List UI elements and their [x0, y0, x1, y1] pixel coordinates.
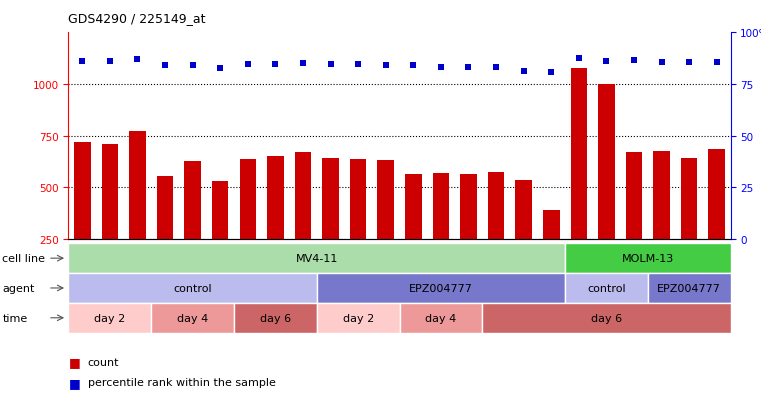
Bar: [681, 159, 697, 240]
Bar: [460, 174, 476, 240]
Point: [297, 61, 309, 67]
Point: [324, 62, 336, 68]
Text: day 6: day 6: [591, 313, 622, 323]
Text: percentile rank within the sample: percentile rank within the sample: [88, 377, 275, 387]
Bar: [708, 150, 725, 240]
Bar: [129, 132, 145, 240]
Point: [186, 63, 199, 69]
Bar: [377, 161, 394, 240]
Bar: [350, 160, 366, 240]
Point: [628, 57, 640, 64]
Bar: [184, 162, 201, 240]
Point: [407, 63, 419, 69]
Point: [517, 69, 530, 76]
Point: [545, 70, 557, 76]
Point: [103, 59, 116, 65]
Point: [490, 65, 502, 71]
Bar: [488, 173, 505, 240]
Bar: [267, 157, 284, 240]
Point: [683, 59, 696, 66]
Text: EPZ004777: EPZ004777: [658, 283, 721, 293]
Point: [214, 66, 226, 73]
Bar: [240, 160, 256, 240]
Bar: [432, 173, 449, 240]
Text: count: count: [88, 357, 119, 367]
Bar: [212, 182, 228, 240]
Point: [711, 59, 723, 66]
Bar: [101, 145, 118, 240]
Text: time: time: [2, 313, 27, 323]
Point: [242, 62, 254, 68]
Bar: [598, 85, 615, 240]
Point: [132, 57, 144, 63]
Text: day 4: day 4: [177, 313, 209, 323]
Point: [380, 63, 392, 69]
Point: [655, 59, 667, 66]
Point: [463, 65, 475, 71]
Text: EPZ004777: EPZ004777: [409, 283, 473, 293]
Bar: [653, 152, 670, 240]
Text: cell line: cell line: [2, 254, 46, 263]
Point: [600, 59, 613, 65]
Bar: [322, 159, 339, 240]
Bar: [74, 142, 91, 240]
Text: day 2: day 2: [94, 313, 126, 323]
Point: [352, 62, 365, 68]
Bar: [626, 153, 642, 240]
Bar: [405, 174, 422, 240]
Bar: [295, 153, 311, 240]
Text: MOLM-13: MOLM-13: [622, 254, 674, 263]
Text: GDS4290 / 225149_at: GDS4290 / 225149_at: [68, 12, 206, 25]
Point: [76, 59, 88, 65]
Text: ■: ■: [68, 355, 80, 368]
Text: day 4: day 4: [425, 313, 457, 323]
Bar: [515, 181, 532, 240]
Text: control: control: [587, 283, 626, 293]
Text: agent: agent: [2, 283, 35, 293]
Bar: [157, 177, 174, 240]
Text: day 6: day 6: [260, 313, 291, 323]
Bar: [571, 69, 587, 240]
Text: MV4-11: MV4-11: [295, 254, 338, 263]
Bar: [543, 211, 559, 240]
Text: control: control: [174, 283, 212, 293]
Text: ■: ■: [68, 376, 80, 389]
Point: [159, 63, 171, 69]
Point: [269, 62, 282, 68]
Point: [435, 65, 447, 71]
Text: day 2: day 2: [342, 313, 374, 323]
Point: [573, 55, 585, 62]
